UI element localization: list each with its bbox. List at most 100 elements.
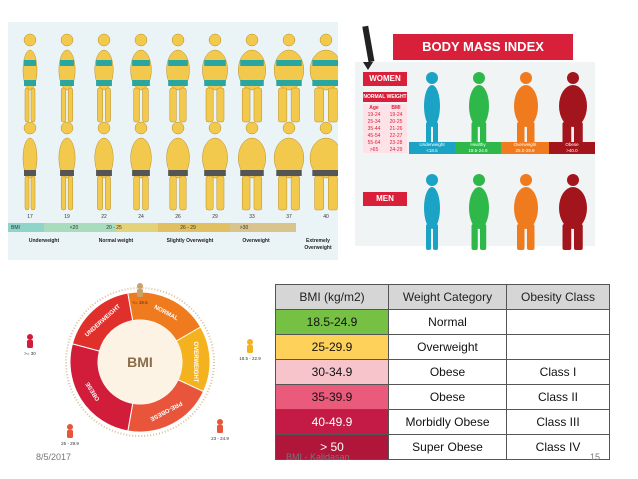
bmi-number: 37 bbox=[286, 214, 292, 220]
category-label: Extremely bbox=[306, 238, 330, 244]
strip-label: Healthy bbox=[470, 142, 486, 147]
header-bmi: BMI (kg/m2) bbox=[275, 284, 389, 310]
header-obesity-class: Obesity Class bbox=[506, 284, 610, 310]
bmi-range-bar bbox=[230, 223, 296, 232]
table-cell: 24-29 bbox=[385, 146, 407, 153]
body-figure bbox=[238, 33, 266, 123]
body-figure bbox=[273, 33, 305, 123]
weight-category-cell: Morbidly Obese bbox=[388, 409, 507, 435]
table-cell: 23-28 bbox=[385, 139, 407, 146]
body-figures-panel: 17 19 22 24 26 29 33 37 40 BMI <20 20 - 25 26 - 29 >3… bbox=[8, 22, 338, 260]
table-row: Age BMI bbox=[363, 104, 407, 111]
bmi-number: 29 bbox=[212, 214, 218, 220]
body-figure bbox=[94, 33, 114, 123]
range-label: 25 - 29.9 bbox=[61, 441, 79, 446]
bmi-range-cell: 25-29.9 bbox=[275, 334, 389, 360]
person-icon bbox=[247, 339, 253, 353]
body-figure bbox=[238, 121, 266, 211]
bmi-number: 33 bbox=[249, 214, 255, 220]
person-icon bbox=[217, 419, 223, 433]
table-cell: 20-25 bbox=[385, 118, 407, 125]
bmi-index-poster: BODY MASS INDEX WOMEN NORMAL WEIGHT Age … bbox=[355, 22, 595, 250]
bmi-range-bar bbox=[44, 223, 116, 232]
silhouette bbox=[514, 174, 538, 250]
footer-date: 8/5/2017 bbox=[36, 452, 72, 462]
weight-category-cell: Normal bbox=[388, 309, 507, 335]
table-cell: 25-34 bbox=[363, 118, 385, 125]
bmi-prefix: BMI bbox=[11, 225, 20, 231]
table-row: 25-29.9 Overweight bbox=[275, 334, 610, 360]
weight-category-cell: Super Obese bbox=[388, 434, 507, 460]
bmi-range-cell: 18.5-24.9 bbox=[275, 309, 389, 335]
table-cell: 21-26 bbox=[385, 125, 407, 132]
body-figure bbox=[273, 121, 305, 211]
table-row: > 50 Super Obese Class IV bbox=[275, 434, 610, 460]
silhouette bbox=[559, 174, 587, 250]
range-label: >= 30 bbox=[24, 351, 36, 356]
silhouette bbox=[424, 72, 440, 148]
weight-category-cell: Overweight bbox=[388, 334, 507, 360]
table-cell: >65 bbox=[363, 146, 385, 153]
body-figure bbox=[202, 33, 228, 123]
category-label: Slightly Overweight bbox=[167, 238, 214, 244]
obesity-class-cell: Class III bbox=[506, 409, 610, 435]
body-figure bbox=[22, 121, 38, 211]
poster-title: BODY MASS INDEX bbox=[393, 34, 573, 60]
strip-label: Overweight bbox=[513, 142, 537, 147]
strip-range: >40.0 bbox=[566, 148, 578, 153]
obesity-class-cell: Class II bbox=[506, 384, 610, 410]
table-row: 35-39.9 Obese Class II bbox=[275, 384, 610, 410]
range-label: 23 - 24.9 bbox=[211, 436, 229, 441]
table-cell: 19-24 bbox=[363, 111, 385, 118]
bmi-range-bar bbox=[116, 223, 158, 232]
silhouette bbox=[559, 72, 587, 148]
category-label: Underweight bbox=[29, 238, 60, 244]
table-row: >65 24-29 bbox=[363, 146, 407, 153]
table-cell: 55-64 bbox=[363, 139, 385, 146]
wheel-center-label: BMI bbox=[127, 354, 153, 370]
bmi-range-cell: 35-39.9 bbox=[275, 384, 389, 410]
body-figure bbox=[166, 33, 190, 123]
bmi-number: 24 bbox=[138, 214, 144, 220]
body-figure bbox=[309, 121, 338, 211]
table-row: 19-24 19-24 bbox=[363, 111, 407, 118]
table-header-cell: Age bbox=[363, 104, 385, 111]
category-label: Overweight bbox=[304, 245, 332, 251]
bmi-number: 26 bbox=[175, 214, 181, 220]
body-figure bbox=[202, 121, 228, 211]
strip-label: Obese bbox=[565, 142, 579, 147]
table-row: 18.5-24.9 Normal bbox=[275, 309, 610, 335]
category-label: Overweight bbox=[242, 238, 270, 244]
table-cell: 22-27 bbox=[385, 132, 407, 139]
obesity-class-cell bbox=[506, 309, 610, 335]
person-icon bbox=[67, 424, 73, 438]
body-figure bbox=[309, 33, 338, 123]
age-bmi-table: Age BMI 19-24 19-24 25-34 20-25 35-44 21-26… bbox=[363, 104, 407, 153]
bar-range: 26 - 29 bbox=[180, 225, 196, 231]
normal-weight-label: NORMAL WEIGHT bbox=[363, 92, 407, 102]
bmi-range-cell: > 50 bbox=[275, 434, 389, 460]
wheel-segment bbox=[69, 343, 134, 432]
bmi-range-bar bbox=[158, 223, 230, 232]
bmi-range-cell: 40-49.9 bbox=[275, 409, 389, 435]
strip-overweight: Overweight 25.0-29.9 bbox=[501, 142, 549, 154]
silhouette bbox=[424, 174, 440, 250]
body-figure bbox=[58, 121, 76, 211]
bmi-number: 17 bbox=[27, 214, 33, 220]
wheel-segment-label: OVERWEIGHT bbox=[192, 342, 198, 383]
range-label: <= 18.5 bbox=[132, 300, 148, 305]
silhouette-figures bbox=[424, 72, 587, 250]
obesity-class-cell: Class IV bbox=[506, 434, 610, 460]
table-row: 40-49.9 Morbidly Obese Class III bbox=[275, 409, 610, 435]
silhouette bbox=[469, 174, 489, 250]
strip-range: 25.0-29.9 bbox=[515, 148, 535, 153]
obesity-class-cell bbox=[506, 334, 610, 360]
strip-obese: Obese >40.0 bbox=[549, 142, 595, 154]
silhouette bbox=[469, 72, 489, 148]
body-figure bbox=[130, 121, 152, 211]
strip-underweight: Underweight <18.5 bbox=[409, 142, 455, 154]
body-figure bbox=[22, 33, 38, 123]
bmi-number: 19 bbox=[64, 214, 70, 220]
table-row: 55-64 23-28 bbox=[363, 139, 407, 146]
